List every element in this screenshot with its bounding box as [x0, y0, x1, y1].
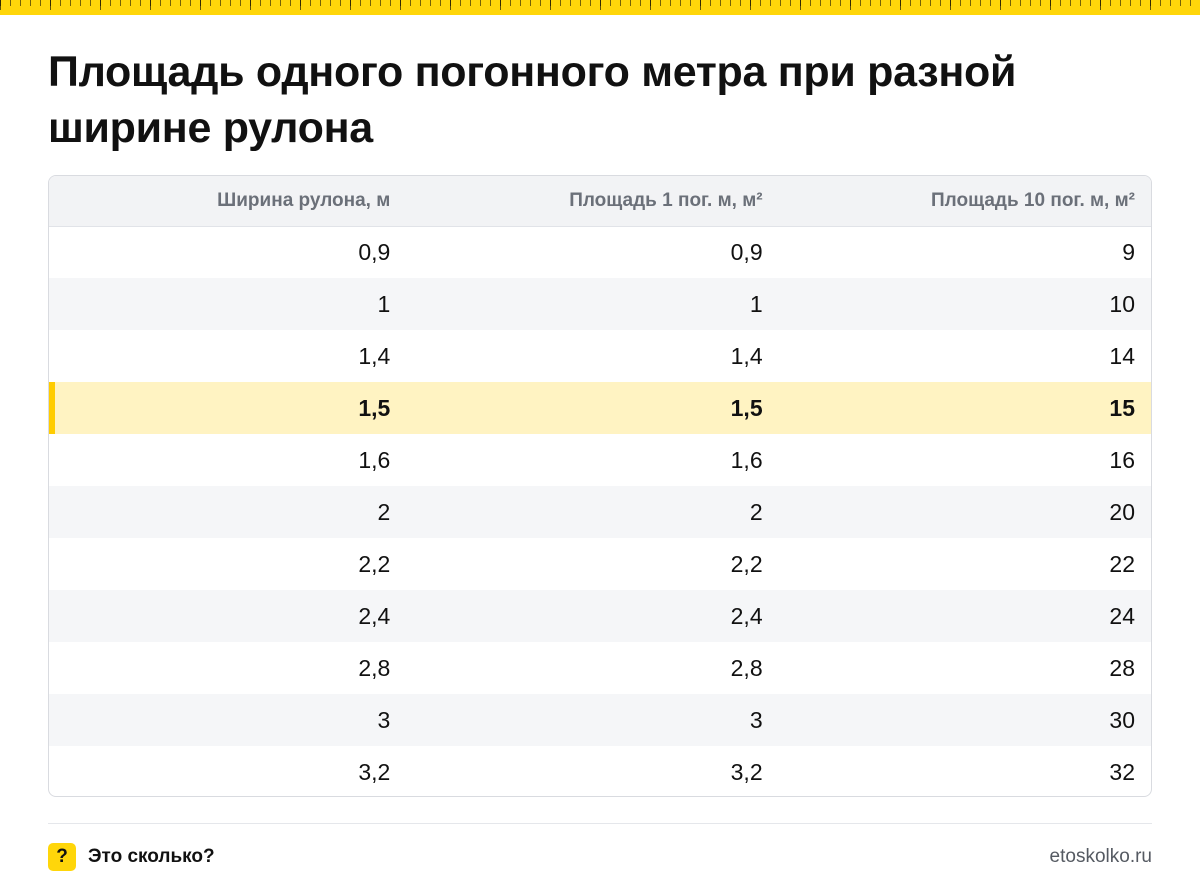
page-title: Площадь одного погонного метра при разно… — [48, 48, 1017, 152]
cell-roll-width: 3,2 — [358, 758, 391, 785]
data-table: Ширина рулона, м Площадь 1 пог. м, м² Пл… — [49, 176, 1151, 796]
ruler-strip — [0, 0, 1200, 15]
cell-area-10m: 15 — [1109, 394, 1135, 421]
site-link[interactable]: etoskolko.ru — [1049, 846, 1152, 867]
table-row: 1 1 10 — [49, 278, 1151, 330]
cell-area-10m: 14 — [1109, 342, 1135, 369]
cell-area-10m: 9 — [1122, 238, 1135, 265]
table-row: 2,2 2,2 22 — [49, 538, 1151, 590]
ruler-major-ticks — [0, 0, 1200, 10]
header-area-1m: Площадь 1 пог. м, м² — [569, 189, 763, 211]
cell-area-1m: 0,9 — [730, 238, 763, 265]
table-row: 2 2 20 — [49, 486, 1151, 538]
cell-area-1m: 2,2 — [730, 550, 763, 577]
cell-area-1m: 1,6 — [730, 446, 763, 473]
cell-area-10m: 10 — [1109, 290, 1135, 317]
cell-roll-width: 2,4 — [358, 602, 391, 629]
header-roll-width: Ширина рулона, м — [217, 189, 391, 211]
cell-area-1m: 1,5 — [730, 394, 763, 421]
cell-area-10m: 20 — [1109, 498, 1135, 525]
brand-name: Это сколько? — [88, 846, 215, 867]
table-row: 0,9 0,9 9 — [49, 226, 1151, 278]
cell-area-1m: 3,2 — [730, 758, 763, 785]
footer-divider — [48, 823, 1152, 824]
header-area-10m: Площадь 10 пог. м, м² — [931, 189, 1135, 211]
data-table-card: Ширина рулона, м Площадь 1 пог. м, м² Пл… — [48, 175, 1152, 797]
table-header-row: Ширина рулона, м Площадь 1 пог. м, м² Пл… — [49, 176, 1151, 226]
cell-roll-width: 2,8 — [358, 654, 391, 681]
cell-roll-width: 0,9 — [358, 238, 391, 265]
cell-area-10m: 32 — [1109, 758, 1135, 785]
cell-area-10m: 28 — [1109, 654, 1135, 681]
question-mark-icon: ? — [48, 843, 76, 871]
cell-area-1m: 2,8 — [730, 654, 763, 681]
cell-area-10m: 22 — [1109, 550, 1135, 577]
table-row: 2,4 2,4 24 — [49, 590, 1151, 642]
cell-area-1m: 1 — [749, 290, 763, 317]
cell-roll-width: 2,2 — [358, 550, 391, 577]
cell-roll-width: 2 — [377, 498, 391, 525]
cell-roll-width: 1,4 — [358, 342, 391, 369]
cell-area-1m: 2 — [749, 498, 763, 525]
table-row: 3,2 3,2 32 — [49, 746, 1151, 796]
cell-area-1m: 1,4 — [730, 342, 763, 369]
table-row: 1,4 1,4 14 — [49, 330, 1151, 382]
cell-area-10m: 16 — [1109, 446, 1135, 473]
table-row-highlighted: 1,5 1,5 15 — [49, 382, 1151, 434]
cell-area-1m: 2,4 — [730, 602, 763, 629]
cell-roll-width: 1,5 — [49, 382, 390, 434]
cell-roll-width: 3 — [377, 706, 391, 733]
table-row: 1,6 1,6 16 — [49, 434, 1151, 486]
cell-area-10m: 24 — [1109, 602, 1135, 629]
cell-area-10m: 30 — [1109, 706, 1135, 733]
cell-roll-width: 1 — [377, 290, 391, 317]
cell-roll-width: 1,6 — [358, 446, 391, 473]
table-row: 2,8 2,8 28 — [49, 642, 1151, 694]
cell-area-1m: 3 — [749, 706, 763, 733]
table-row: 3 3 30 — [49, 694, 1151, 746]
